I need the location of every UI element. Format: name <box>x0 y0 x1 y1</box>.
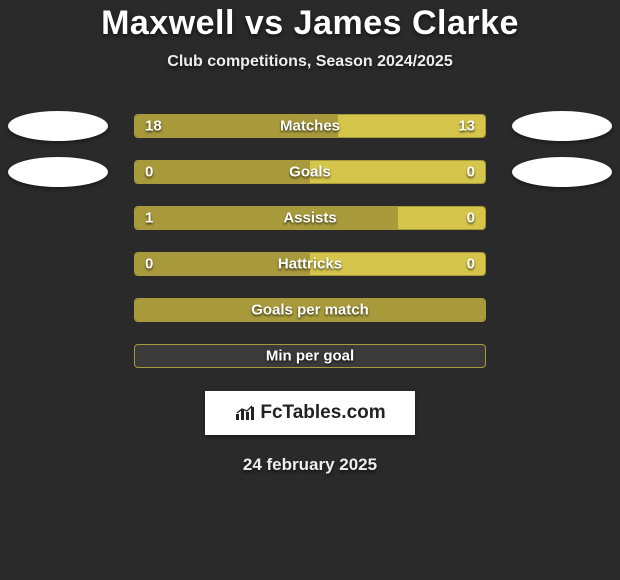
stat-bar-left-fill <box>135 161 310 183</box>
stat-bar: Min per goal <box>134 344 486 368</box>
player-badge-left <box>8 111 108 141</box>
stat-row: Goals per match <box>0 287 620 333</box>
stat-bar-right-fill <box>398 207 486 229</box>
stat-bar-left-fill <box>135 253 310 275</box>
player-badge-left <box>8 157 108 187</box>
player-badge-right <box>512 157 612 187</box>
snapshot-date: 24 february 2025 <box>0 455 620 475</box>
stat-bar: 10Assists <box>134 206 486 230</box>
stat-bar-right-fill <box>310 161 485 183</box>
stat-row: Min per goal <box>0 333 620 379</box>
source-logo-text: FcTables.com <box>260 402 385 424</box>
player-badge-right <box>512 111 612 141</box>
stat-row: 1813Matches <box>0 103 620 149</box>
comparison-widget: Maxwell vs James Clarke Club competition… <box>0 0 620 475</box>
stat-bar-left-fill <box>135 115 338 137</box>
page-title: Maxwell vs James Clarke <box>0 4 620 43</box>
stat-bar-left-fill <box>135 299 485 321</box>
stats-list: 1813Matches 00Goals 10Assists 00Hattricks Go… <box>0 103 620 379</box>
stat-label: Min per goal <box>135 348 485 365</box>
source-logo: FcTables.com <box>205 391 415 435</box>
chart-icon <box>234 404 256 422</box>
stat-row: 10Assists <box>0 195 620 241</box>
stat-bar-left-fill <box>135 207 398 229</box>
stat-row: 00Hattricks <box>0 241 620 287</box>
stat-row: 00Goals <box>0 149 620 195</box>
stat-bar: 00Hattricks <box>134 252 486 276</box>
stat-bar: 1813Matches <box>134 114 486 138</box>
stat-bar-right-fill <box>310 253 485 275</box>
stat-bar-right-fill <box>338 115 485 137</box>
stat-bar: 00Goals <box>134 160 486 184</box>
stat-bar: Goals per match <box>134 298 486 322</box>
page-subtitle: Club competitions, Season 2024/2025 <box>0 53 620 71</box>
